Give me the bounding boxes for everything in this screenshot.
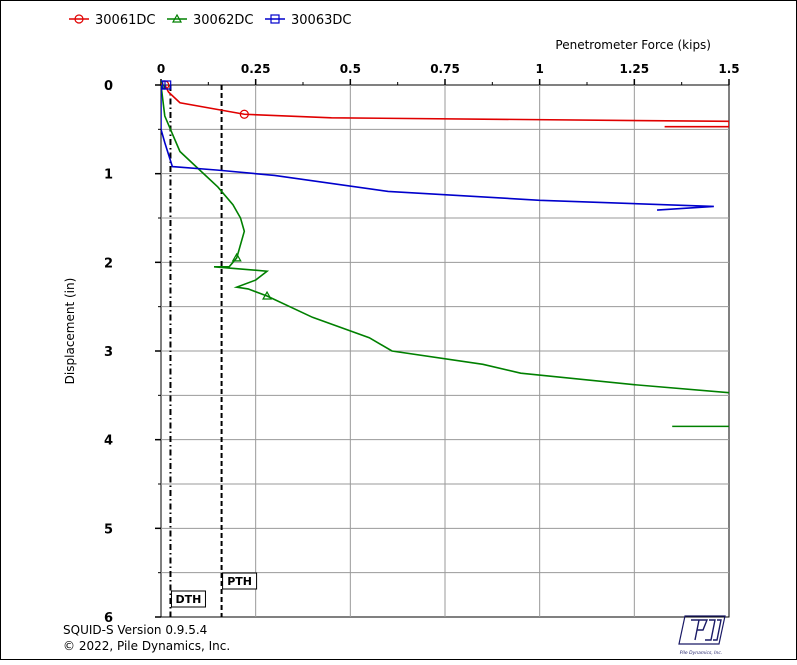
legend-label: 30061DC — [95, 13, 155, 28]
data-point-marker — [162, 80, 172, 90]
series-line — [164, 84, 729, 128]
reference-lines: DTH PTH — [169, 85, 258, 617]
data-point-marker — [261, 290, 273, 300]
grid-lines — [160, 84, 730, 618]
legend-item-30063dc: 30063DC — [265, 13, 351, 28]
x-tick-label: 0 — [157, 62, 165, 76]
y-tick-label: 1 — [104, 168, 113, 183]
logo-text: Pile Dynamics, Inc. — [680, 650, 723, 656]
x-tick-label: 1.5 — [718, 62, 739, 76]
y-tick-label: 6 — [104, 611, 113, 626]
legend-item-30062dc: 30062DC — [167, 13, 253, 28]
series-30063dc — [161, 80, 714, 211]
legend-swatch-marker — [74, 14, 84, 24]
series-30062dc — [161, 79, 729, 428]
legend-item-30061dc: 30061DC — [69, 13, 155, 28]
data-point-marker — [161, 80, 166, 90]
y-tick-label: 4 — [104, 434, 113, 449]
y-tick-label: 5 — [104, 522, 113, 537]
y-tick-label: 3 — [104, 345, 113, 360]
x-axis-label: Penetrometer Force (kips) — [555, 38, 711, 52]
series-line — [161, 85, 714, 211]
legend-swatch-marker — [270, 14, 280, 24]
series-line — [161, 84, 729, 394]
y-tick-label: 0 — [104, 79, 113, 94]
axis-ticks: 0 0.25 0.5 0.75 1 1.25 1.5 0 1 2 3 4 5 6 — [104, 62, 740, 626]
legend-label: 30062DC — [193, 13, 253, 28]
x-tick-label: 1 — [535, 62, 543, 76]
copyright-text: © 2022, Pile Dynamics, Inc. — [63, 639, 231, 653]
data-point-marker — [239, 109, 249, 119]
data-point-marker — [231, 252, 242, 262]
x-tick-label: 0.75 — [430, 62, 460, 76]
reference-label-pth: PTH — [227, 575, 252, 588]
legend-label: 30063DC — [291, 13, 351, 28]
pdi-logo: Pile Dynamics, Inc. — [678, 615, 726, 656]
data-series — [161, 79, 729, 428]
y-tick-label: 2 — [104, 256, 113, 271]
legend-swatch-marker — [171, 13, 183, 23]
x-tick-label: 0.5 — [340, 62, 361, 76]
x-tick-label: 0.25 — [241, 62, 271, 76]
reference-label-box — [170, 590, 206, 608]
reference-label-box — [222, 572, 258, 590]
x-tick-label: 1.25 — [620, 62, 650, 76]
version-text: SQUID-S Version 0.9.5.4 — [63, 623, 208, 637]
y-axis-label: Displacement (in) — [63, 278, 77, 385]
legend: 30061DC 30062DC 30063DC — [69, 13, 351, 28]
reference-label-dth: DTH — [176, 593, 202, 606]
